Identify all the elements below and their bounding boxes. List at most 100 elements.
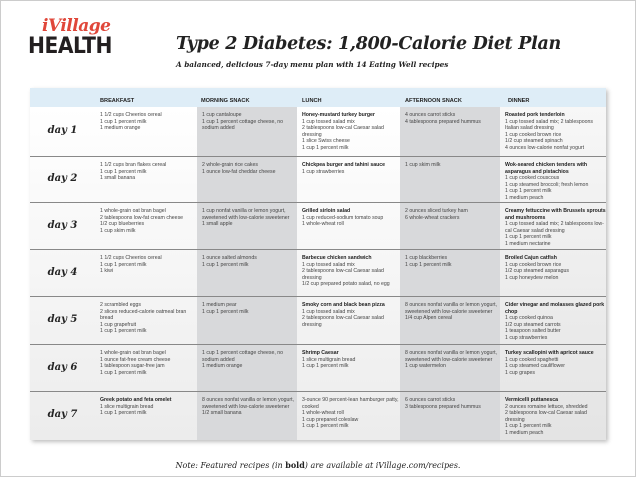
day-label: day 1 (47, 125, 78, 136)
morning-snack-cell: 1 medium pear 1 cup 1 percent milk (197, 302, 297, 315)
breakfast-column-bg (95, 107, 197, 440)
food-item: 1 cup 1 percent cottage cheese, no sodiu… (202, 118, 284, 132)
recipe-name: Honey-mustard turkey burger (302, 112, 375, 118)
food-item: 1 cup steamed cauliflower (505, 363, 565, 370)
food-item: 2 whole-grain rice cakes (202, 162, 258, 168)
food-item: 8 ounces nonfat vanilla or lemon yogurt,… (405, 302, 497, 315)
food-item: 1 kiwi (100, 268, 113, 275)
food-item: 1 cup honeydew melon (505, 274, 559, 281)
morning-snack-cell: 1 cup 1 percent cottage cheese, no sodiu… (197, 350, 297, 370)
lunch-cell: Barbecue chicken sandwich 1 cup tossed sa… (297, 255, 400, 288)
food-item: 1 cup strawberries (302, 168, 345, 175)
table-row: day 1 1 1/2 cups Cheerios cereal 1 cup 1 p… (30, 107, 606, 157)
food-item: 1 slice multigrain bread (100, 403, 154, 410)
dinner-cell: Vermicelli puttanesca 2 ounces romaine le… (500, 397, 606, 437)
food-item: 4 ounces carrot sticks (405, 112, 456, 118)
breakfast-cell: 1 1/2 cups Cheerios cereal 1 cup 1 percen… (95, 112, 197, 132)
food-item: 2 tablespoons low-cal Caesar salad dress… (302, 315, 384, 328)
food-item: 1 cup cooked brown rice (505, 131, 562, 138)
food-item: 1 cup 1 percent milk (302, 363, 349, 370)
food-item: 8 ounces nonfat vanilla or lemon yogurt,… (405, 350, 497, 363)
food-item: 1 cup grapes (505, 369, 535, 376)
food-item: 1 medium nectarine (505, 240, 551, 247)
food-item: 1 cup 1 percent cottage cheese, no sodiu… (202, 350, 284, 363)
ivillage-health-logo: iVillage HEALTH (28, 16, 118, 60)
afternoon-snack-cell: 6 ounces carrot sticks 3 tablespoons prep… (400, 397, 500, 410)
food-item: 1 whole-grain oat bran bagel (100, 208, 166, 214)
dinner-cell: Roasted pork tenderloin 1 cup tossed sala… (500, 112, 606, 152)
day-label: day 5 (47, 314, 78, 325)
food-item: 2 slices reduced-calorie oatmeal bran br… (100, 308, 187, 322)
lunch-cell: 3-ounce 90 percent-lean hamburger patty,… (297, 397, 400, 430)
food-item: 1 cup tossed salad mix (302, 308, 355, 315)
food-item: 1 cup cooked quinoa (505, 315, 553, 322)
food-item: 1/2 cup prepared potato salad, no egg (302, 281, 390, 288)
dinner-column-bg (500, 107, 606, 440)
recipe-name: Turkey scallopini with apricot sauce (505, 350, 594, 356)
food-item: 1 cup 1 percent milk (202, 261, 249, 268)
food-item: 1 cup 1 percent milk (100, 328, 147, 335)
morning-snack-cell: 8 ounces nonfat vanilla or lemon yogurt,… (197, 397, 297, 417)
footnote: Note: Featured recipes (in bold) are ava… (0, 460, 636, 470)
food-item: 1 cup blackberries (405, 255, 448, 261)
food-item: 1/2 cup blueberries (100, 221, 145, 228)
recipe-name: Roasted pork tenderloin (505, 112, 565, 118)
food-item: 2 ounces romaine lettuce, shredded (505, 403, 588, 410)
lunch-cell: Honey-mustard turkey burger 1 cup tossed … (297, 112, 400, 152)
food-item: 1 1/2 cups bran flakes cereal (100, 162, 167, 168)
food-item: 1 whole-wheat roll (302, 221, 344, 228)
food-item: 1/2 cup steamed spinach (505, 138, 563, 145)
food-item: 2 tablespoons low-cal Caesar salad dress… (302, 268, 384, 281)
food-item: 1 cup tossed salad mix (302, 261, 355, 268)
food-item: 1 cup cooked spaghetti (505, 356, 559, 363)
food-item: 1 cup skim milk (100, 227, 136, 234)
food-item: 1 medium pear (202, 302, 237, 308)
food-item: 1 cup cooked brown rice (505, 261, 562, 268)
header-dinner: DINNER (508, 98, 530, 104)
food-item: 1 cup cooked couscous (505, 175, 560, 182)
food-item: 1 cup strawberries (505, 334, 548, 341)
food-item: 1 ounce salted almonds (202, 255, 257, 261)
food-item: 1 cup cantaloupe (202, 112, 242, 118)
food-item: 1 cup tossed salad mix; 2 tablespoons lo… (505, 221, 604, 234)
food-item: 1/4 cup Alpen cereal (405, 315, 453, 322)
food-item: 1 slice Swiss cheese (302, 138, 350, 145)
afternoon-snack-cell: 8 ounces nonfat vanilla or lemon yogurt,… (400, 350, 500, 370)
day-label: day 3 (47, 219, 78, 231)
food-item: 1 tablespoon sugar-free jam (100, 363, 165, 370)
dinner-cell: Broiled Cajun catfish 1 cup cooked brown … (500, 255, 606, 281)
afternoon-snack-cell: 2 ounces sliced turkey ham 6 whole-wheat … (400, 208, 500, 221)
logo-ivillage-text: iVillage (42, 16, 111, 36)
header-breakfast: BREAKFAST (100, 98, 135, 104)
recipe-name: Grilled sirloin salad (302, 208, 351, 214)
food-item: 2 tablespoons low-fat cream cheese (100, 214, 184, 221)
header-afternoon-snack: AFTERNOON SNACK (405, 98, 462, 104)
note-text: Note: Featured recipes (in (175, 461, 286, 470)
recipe-name: Wok-seared chicken tenders with asparagu… (505, 162, 588, 175)
food-item: 1 slice multigrain bread (302, 356, 356, 363)
food-item: 1 cup 1 percent milk (100, 261, 147, 268)
dinner-cell: Wok-seared chicken tenders with asparagu… (500, 162, 606, 202)
food-item: 1 cup 1 percent milk (302, 144, 349, 151)
recipe-name: Smoky corn and black bean pizza (302, 302, 385, 308)
dinner-cell: Creamy fettuccine with Brussels sprouts … (500, 208, 606, 248)
food-item: 1 medium orange (202, 363, 243, 370)
recipe-name: Shrimp Caesar (302, 350, 339, 356)
breakfast-cell: 1 whole-grain oat bran bagel 1 ounce fat-… (95, 350, 197, 376)
food-item: 1 ounce low-fat cheddar cheese (202, 168, 276, 175)
recipe-name: Vermicelli puttanesca (505, 397, 559, 403)
lunch-cell: Smoky corn and black bean pizza 1 cup tos… (297, 302, 400, 328)
day-label: day 4 (47, 266, 78, 278)
food-item: 1 whole-grain oat bran bagel (100, 350, 166, 356)
food-item: 1 medium orange (100, 125, 141, 132)
breakfast-cell: 1 1/2 cups Cheerios cereal 1 cup 1 percen… (95, 255, 197, 275)
food-item: 1 cup 1 percent milk (100, 118, 147, 125)
header-lunch: LUNCH (302, 98, 322, 104)
breakfast-cell: 2 scrambled eggs 2 slices reduced-calorie… (95, 302, 197, 335)
food-item: 2 scrambled eggs (100, 302, 141, 308)
food-item: 1 cup 1 percent milk (505, 234, 552, 241)
page-title: Type 2 Diabetes: 1,800-Calorie Diet Plan (176, 34, 561, 54)
day-column-bg (30, 107, 95, 440)
breakfast-cell: 1 1/2 cups bran flakes cereal 1 cup 1 per… (95, 162, 197, 182)
